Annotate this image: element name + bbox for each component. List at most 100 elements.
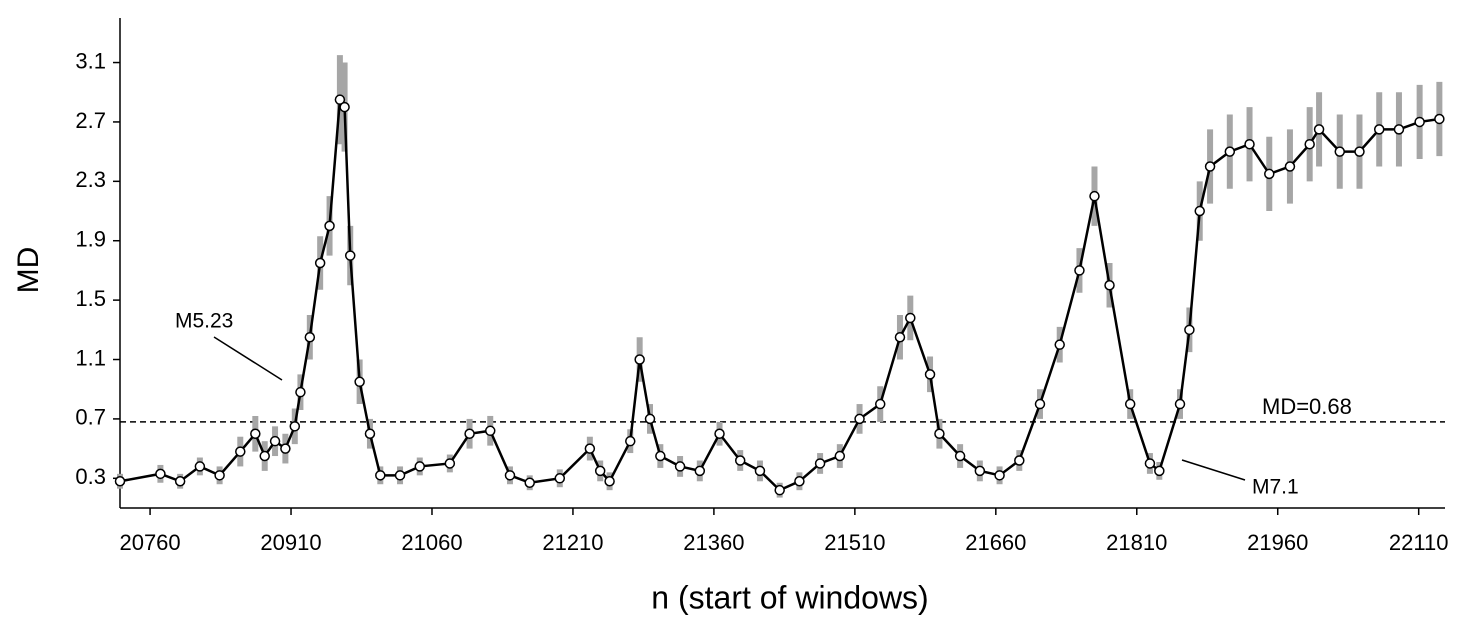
data-point	[734, 455, 746, 466]
data-point	[655, 450, 666, 462]
data-point	[464, 428, 475, 440]
data-point	[354, 376, 365, 388]
y-tick-label: 0.7	[75, 405, 106, 430]
data-point	[1304, 138, 1315, 150]
data-point	[394, 470, 406, 481]
data-point	[444, 458, 456, 469]
y-tick-label: 0.3	[75, 464, 106, 489]
data-point	[1244, 138, 1255, 150]
data-point	[1354, 146, 1365, 157]
data-point	[1104, 280, 1115, 291]
data-point	[364, 428, 376, 440]
data-point	[1373, 124, 1385, 135]
data-point	[235, 446, 246, 457]
data-point	[1054, 339, 1065, 350]
data-point	[1393, 124, 1405, 135]
x-tick-label: 21960	[1247, 530, 1308, 555]
annotation-pointer	[1181, 459, 1246, 481]
x-tick-label: 21360	[683, 530, 744, 555]
data-point	[994, 470, 1005, 481]
annotation: M7.1	[1252, 476, 1299, 499]
data-point	[1434, 113, 1445, 125]
data-point	[114, 476, 126, 487]
data-point	[894, 331, 906, 343]
data-point	[674, 461, 686, 472]
data-point	[1284, 161, 1296, 172]
data-point	[295, 386, 306, 398]
data-point	[334, 94, 346, 105]
data-point	[194, 461, 206, 472]
data-point	[1074, 265, 1085, 276]
data-point	[934, 428, 945, 440]
y-tick-label: 1.1	[75, 345, 106, 370]
data-point	[584, 443, 596, 454]
data-point	[314, 257, 326, 269]
data-point	[155, 468, 166, 480]
data-point	[754, 465, 766, 477]
data-point	[1313, 124, 1325, 135]
y-tick-label: 1.9	[75, 227, 106, 252]
data-point	[1174, 398, 1186, 410]
data-point	[304, 331, 316, 343]
data-point	[504, 470, 516, 481]
data-point	[280, 443, 291, 454]
data-point	[634, 354, 645, 365]
data-point	[214, 470, 225, 481]
data-point	[269, 435, 281, 447]
data-point	[1034, 398, 1046, 410]
data-point	[344, 250, 356, 261]
data-point	[625, 435, 636, 447]
x-tick-label: 20910	[260, 530, 321, 555]
data-line	[119, 95, 1440, 492]
data-point	[1089, 190, 1100, 202]
data-point	[834, 450, 846, 462]
data-point	[554, 473, 566, 484]
y-axis-label: MD	[12, 247, 45, 294]
x-tick-label: 22110	[1389, 530, 1449, 555]
x-tick-label: 21810	[1106, 530, 1167, 555]
y-tick-label: 3.1	[75, 48, 106, 73]
data-point	[1204, 161, 1216, 172]
data-point	[484, 425, 496, 437]
data-point	[1144, 458, 1156, 469]
data-point	[604, 476, 615, 487]
data-point	[1264, 168, 1275, 180]
data-point	[594, 465, 606, 477]
data-point	[774, 484, 785, 496]
annotation: M5.23	[175, 310, 233, 333]
annotation-pointer	[213, 336, 283, 381]
x-tick-label: 21210	[542, 530, 603, 555]
data-point	[814, 458, 826, 469]
data-point	[924, 369, 936, 380]
x-tick-label: 21510	[824, 530, 885, 555]
data-point	[694, 465, 706, 477]
data-point	[1194, 205, 1205, 217]
x-tick-label: 21060	[401, 530, 462, 555]
data-point	[1124, 398, 1136, 410]
data-point	[174, 476, 186, 487]
data-point	[524, 477, 535, 489]
y-tick-label: 1.5	[75, 286, 106, 311]
data-point	[375, 470, 386, 481]
x-tick-label: 21660	[965, 530, 1026, 555]
data-point	[854, 413, 865, 425]
data-point	[1154, 465, 1165, 477]
data-point	[905, 312, 916, 324]
data-point	[714, 428, 725, 440]
data-point	[339, 101, 350, 113]
data-point	[1224, 146, 1236, 157]
x-tick-label: 20760	[119, 530, 180, 555]
data-point	[874, 398, 886, 410]
data-point	[414, 461, 426, 472]
y-tick-label: 2.7	[75, 108, 106, 133]
data-point	[324, 220, 335, 232]
data-point	[1184, 324, 1195, 336]
data-point	[1014, 455, 1025, 466]
data-point	[1414, 116, 1425, 128]
hline-label: MD=0.68	[1262, 394, 1352, 419]
data-point	[644, 413, 656, 425]
x-axis-label: n (start of windows)	[651, 579, 928, 615]
data-point	[289, 421, 301, 432]
data-point	[794, 476, 805, 487]
